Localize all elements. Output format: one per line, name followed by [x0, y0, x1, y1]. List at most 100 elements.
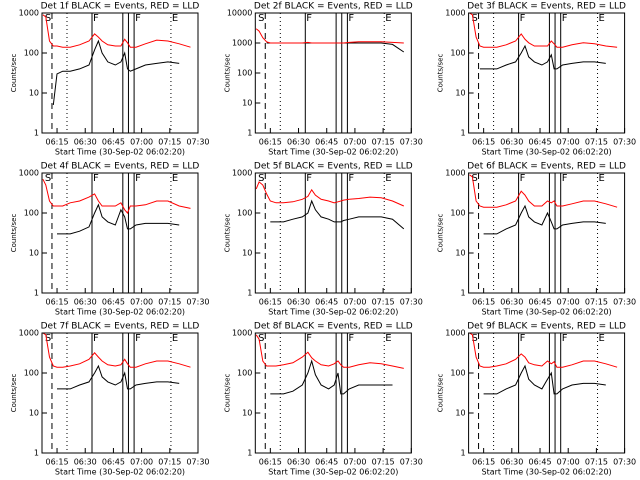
- x-axis-label: Start Time (30-Sep-02 06:02:20): [55, 148, 185, 157]
- x-tick-label: 07:00: [343, 138, 366, 147]
- series-line: [57, 203, 180, 235]
- x-axis-label: Start Time (30-Sep-02 06:02:20): [268, 308, 398, 317]
- marker-label: E: [599, 333, 605, 344]
- y-tick-label: 10: [29, 89, 39, 98]
- x-tick-label: 07:15: [158, 458, 181, 467]
- series-line: [255, 28, 404, 44]
- y-axis-label: Counts/sec: [437, 374, 445, 413]
- x-tick-label: 07:30: [613, 298, 636, 307]
- marker-label: F: [93, 13, 99, 24]
- x-tick-label: 07:00: [557, 298, 580, 307]
- y-tick-label: 10: [242, 409, 252, 418]
- y-tick-label: 100: [450, 49, 465, 58]
- x-tick-label: 06:30: [74, 138, 97, 147]
- marker-label: F: [306, 173, 312, 184]
- x-tick-label: 07:15: [585, 458, 608, 467]
- x-tick-label: 06:45: [315, 458, 338, 467]
- series-line: [255, 334, 404, 369]
- x-tick-label: 07:30: [400, 138, 423, 147]
- marker-label: E: [599, 173, 605, 184]
- marker-label: S: [258, 13, 264, 24]
- y-tick-label: 1000: [232, 329, 252, 338]
- x-tick-label: 06:30: [500, 458, 523, 467]
- x-tick-label: 06:15: [472, 298, 495, 307]
- x-tick-label: 06:45: [528, 138, 551, 147]
- marker-label: F: [348, 333, 354, 344]
- marker-label: F: [348, 13, 354, 24]
- x-tick-label: 07:00: [130, 138, 153, 147]
- y-axis-label: Counts/sec: [437, 54, 445, 93]
- x-tick-label: 07:30: [186, 298, 209, 307]
- marker-label: E: [385, 13, 391, 24]
- series-line: [57, 364, 180, 390]
- series-line: [469, 12, 618, 48]
- panel: Det 8f BLACK = Events, RED = LLD Start Ti…: [223, 322, 423, 477]
- y-axis-label: Counts/sec: [223, 374, 231, 413]
- series-line: [42, 332, 191, 368]
- y-tick-label: 10: [242, 249, 252, 258]
- x-tick-label: 06:45: [528, 458, 551, 467]
- x-tick-label: 06:30: [500, 298, 523, 307]
- y-axis-label: Counts/sec: [437, 214, 445, 253]
- plot-frame: [468, 332, 626, 454]
- y-tick-label: 1000: [19, 169, 39, 178]
- y-tick-label: 10: [455, 409, 465, 418]
- panel: Det 4f BLACK = Events, RED = LLD Start Ti…: [10, 162, 210, 317]
- y-tick-label: 10: [29, 409, 39, 418]
- x-tick-label: 07:15: [585, 138, 608, 147]
- y-tick-label: 1000: [445, 169, 465, 178]
- x-tick-label: 06:30: [74, 458, 97, 467]
- marker-label: S: [45, 13, 51, 24]
- chart-title: Det 7f BLACK = Events, RED = LLD: [41, 322, 200, 332]
- panel: Det 1f BLACK = Events, RED = LLD Start Ti…: [10, 2, 210, 157]
- y-tick-label: 1: [247, 449, 252, 458]
- marker-label: E: [172, 173, 178, 184]
- marker-label: F: [562, 13, 568, 24]
- x-tick-label: 07:15: [585, 298, 608, 307]
- chart-title: Det 4f BLACK = Events, RED = LLD: [41, 162, 200, 172]
- x-axis-label: Start Time (30-Sep-02 06:02:20): [268, 148, 398, 157]
- y-axis-label: Counts/sec: [223, 214, 231, 253]
- x-tick-label: 07:15: [158, 298, 181, 307]
- x-tick-label: 07:00: [343, 298, 366, 307]
- y-tick-label: 100: [237, 209, 252, 218]
- x-tick-label: 07:15: [372, 458, 395, 467]
- x-tick-label: 07:30: [186, 458, 209, 467]
- marker-label: F: [93, 333, 99, 344]
- y-tick-label: 100: [24, 369, 39, 378]
- plot-frame: [468, 12, 626, 134]
- marker-label: S: [258, 333, 264, 344]
- y-tick-label: 1: [34, 129, 39, 138]
- y-axis-label: Counts/sec: [10, 54, 18, 93]
- marker-label: F: [135, 13, 141, 24]
- x-tick-label: 07:00: [557, 458, 580, 467]
- x-tick-label: 07:00: [343, 458, 366, 467]
- marker-label: F: [135, 173, 141, 184]
- x-tick-label: 06:30: [287, 138, 310, 147]
- x-tick-label: 07:00: [557, 138, 580, 147]
- y-tick-label: 10000: [227, 9, 252, 18]
- y-tick-label: 1000: [19, 9, 39, 18]
- chart-title: Det 1f BLACK = Events, RED = LLD: [41, 2, 200, 12]
- chart-title: Det 2f BLACK = Events, RED = LLD: [254, 2, 413, 12]
- panel: Det 7f BLACK = Events, RED = LLD Start Ti…: [10, 322, 210, 477]
- panel: Det 3f BLACK = Events, RED = LLD Start Ti…: [437, 2, 637, 157]
- plot-frame: [254, 172, 412, 294]
- y-tick-label: 10: [455, 89, 465, 98]
- y-tick-label: 100: [237, 369, 252, 378]
- plot-frame: [41, 172, 199, 294]
- y-tick-label: 1000: [445, 9, 465, 18]
- y-tick-label: 1: [461, 449, 466, 458]
- marker-label: S: [45, 333, 51, 344]
- x-tick-label: 07:00: [130, 458, 153, 467]
- marker-label: F: [562, 173, 568, 184]
- x-tick-label: 07:30: [613, 458, 636, 467]
- plot-frame: [468, 172, 626, 294]
- marker-label: S: [471, 333, 477, 344]
- chart-title: Det 9f BLACK = Events, RED = LLD: [467, 322, 626, 332]
- y-tick-label: 1000: [232, 39, 252, 48]
- chart-title: Det 8f BLACK = Events, RED = LLD: [254, 322, 413, 332]
- y-tick-label: 100: [24, 49, 39, 58]
- marker-label: E: [599, 13, 605, 24]
